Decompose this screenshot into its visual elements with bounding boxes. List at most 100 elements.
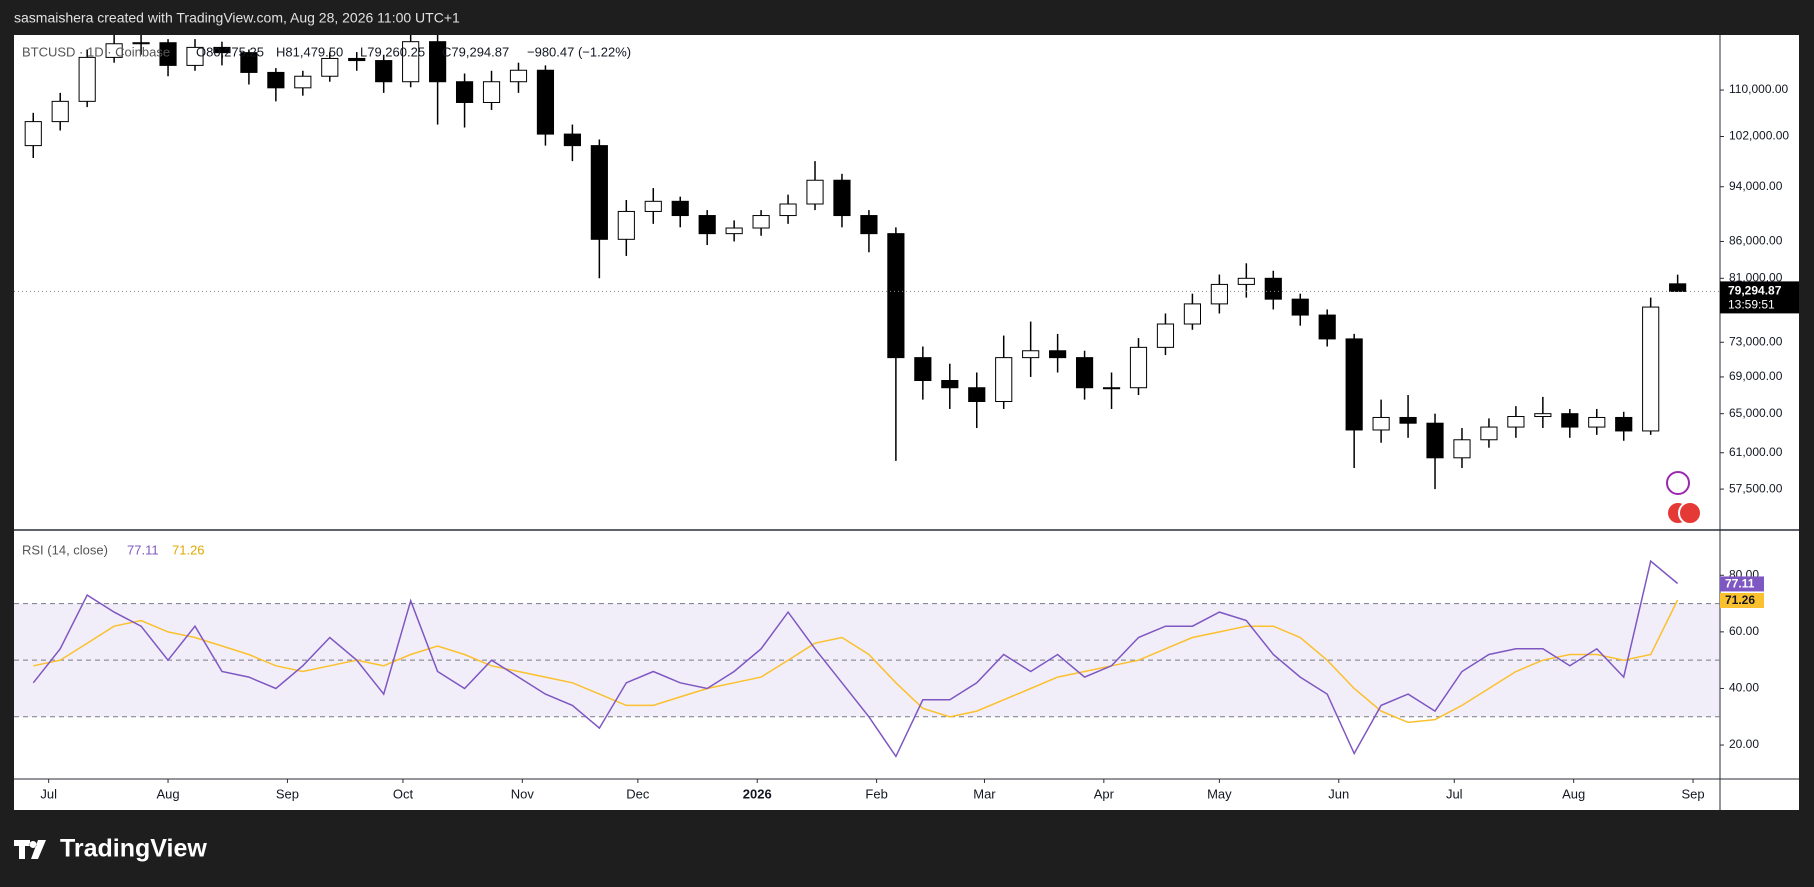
candle-body: [725, 227, 743, 235]
candle-body: [995, 357, 1013, 402]
x-tick-label: Oct: [393, 786, 414, 801]
candle-body: [1129, 346, 1148, 389]
candle-body: [968, 387, 986, 402]
candle-body: [24, 121, 42, 147]
main-pane: [14, 35, 1720, 490]
y-tick-label: 57,500.00: [1729, 481, 1783, 495]
x-tick-label: Mar: [973, 786, 996, 801]
candle-body: [536, 69, 555, 135]
candle-body: [590, 145, 608, 240]
rsi-ma-line: [33, 599, 1679, 724]
rsi-y-tick-label: 60.00: [1729, 624, 1759, 638]
candle-body: [1507, 416, 1525, 428]
candle-body: [1075, 357, 1094, 389]
candle-body: [1210, 283, 1228, 305]
y-tick-label: 69,000.00: [1729, 369, 1783, 383]
candle-body: [617, 210, 635, 240]
candle-body: [1264, 277, 1282, 300]
x-tick-label: Jul: [1446, 786, 1463, 801]
y-tick-label: 110,000.00: [1729, 82, 1788, 96]
candle-body: [267, 71, 285, 89]
x-tick-label: Jun: [1328, 786, 1349, 801]
symbol: BTCUSD · 1D · Coinbase: [22, 44, 170, 59]
rsi-value: 77.11: [127, 542, 159, 557]
rsi-line: [32, 559, 1679, 758]
candle-body: [1534, 413, 1552, 418]
candle-body: [914, 357, 932, 382]
y-tick-label: 81,000.00: [1729, 270, 1783, 284]
y-tick-label: 102,000.00: [1729, 129, 1789, 143]
candle-body: [1561, 413, 1579, 428]
rsi-y-tick-label: 20.00: [1729, 737, 1759, 751]
candle-body: [1049, 350, 1067, 359]
candle-body: [1156, 323, 1175, 348]
x-tick-label: Sep: [1681, 786, 1704, 801]
candle-body: [1669, 283, 1687, 292]
countdown-label: 13:59:51: [1728, 298, 1775, 312]
candle-body: [887, 233, 905, 359]
open-label: O80,275.25: [196, 44, 264, 59]
x-tick-label: 2026: [743, 786, 772, 801]
candle-body: [1345, 338, 1363, 431]
candle-body: [833, 179, 851, 217]
candle-body: [860, 215, 878, 235]
x-tick-label: Jul: [40, 786, 57, 801]
candle-body: [752, 215, 770, 229]
axes: 57,500.00 61,000.00 65,000.00 69,000.00 73,0…: [40, 82, 1799, 801]
candle-body: [1022, 350, 1040, 359]
high-label: H81,479.50: [276, 44, 343, 59]
low-label: L79,260.25: [360, 44, 425, 59]
y-tick-label: 65,000.00: [1729, 406, 1783, 420]
candle-body: [1453, 439, 1471, 459]
logo-mark: [14, 840, 46, 859]
candle-body: [1291, 298, 1309, 316]
candle-body: [509, 69, 528, 83]
candle-body: [1588, 416, 1606, 428]
footer-logo: TradingView: [14, 835, 207, 863]
candle-body: [429, 41, 447, 83]
attribution: sasmaishera created with TradingView.com…: [14, 10, 460, 26]
x-tick-label: Aug: [156, 786, 179, 801]
brand: TradingView: [60, 835, 207, 863]
candle-body: [941, 380, 959, 389]
last-value-label: 71.26: [1725, 593, 1755, 607]
candle-body: [1372, 416, 1390, 431]
candle-body: [1642, 306, 1660, 432]
candle-body: [51, 100, 69, 123]
candle-body: [1615, 416, 1633, 432]
candle-body: [78, 56, 96, 102]
economic-event-icon[interactable]: [1678, 501, 1702, 525]
x-tick-label: Nov: [511, 786, 535, 801]
candle-body: [375, 60, 393, 83]
candle-body: [186, 46, 204, 66]
candle-body: [294, 75, 312, 89]
candle-body: [213, 46, 231, 54]
candle-body: [402, 41, 420, 83]
rsi-legend: RSI (14, close) 77.11 71.26: [22, 542, 205, 557]
main-legend: BTCUSD · 1D · Coinbase O80,275.25 H81,47…: [22, 44, 631, 59]
candle-body: [1399, 416, 1417, 424]
candle-body: [563, 133, 581, 147]
candle-body: [105, 43, 123, 58]
y-tick-label: 86,000.00: [1729, 234, 1783, 248]
candle-body: [1318, 314, 1336, 340]
last-price-box: [1720, 281, 1799, 314]
x-tick-label: Feb: [865, 786, 887, 801]
candle-body: [132, 42, 150, 45]
candle-body: [779, 203, 797, 217]
event-icon[interactable]: [1666, 471, 1690, 495]
candle-body: [482, 81, 501, 103]
event-icons: [1666, 471, 1702, 525]
y-tick-label: 61,000.00: [1729, 445, 1783, 459]
x-tick-label: Dec: [626, 786, 650, 801]
x-tick-label: May: [1207, 786, 1232, 801]
last-value-box: [1720, 593, 1764, 609]
close-label: C79,294.87: [442, 44, 509, 59]
x-tick-label: Aug: [1562, 786, 1585, 801]
candle-body: [1426, 422, 1444, 459]
candle-body: [806, 179, 824, 205]
y-tick-label: 94,000.00: [1729, 179, 1783, 193]
last-value-label: 77.11: [1725, 577, 1755, 591]
y-tick-label: 73,000.00: [1729, 334, 1783, 348]
